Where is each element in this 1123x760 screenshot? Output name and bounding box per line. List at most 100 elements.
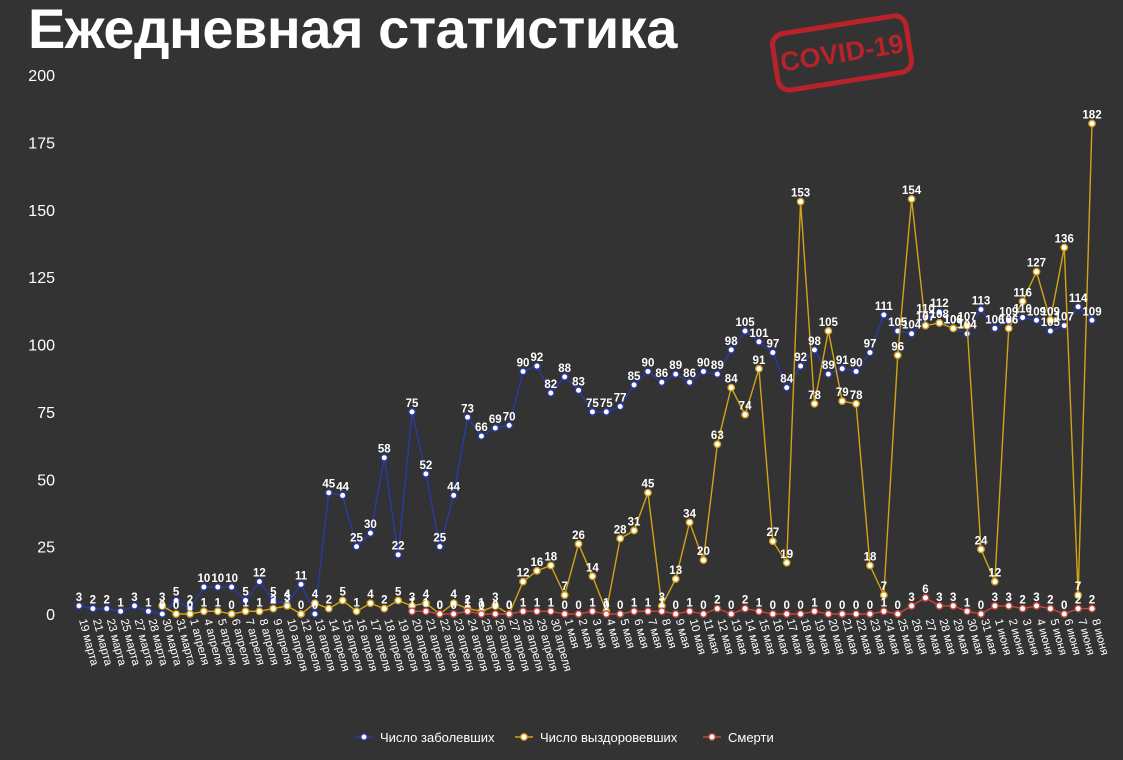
data-point	[1004, 324, 1013, 333]
data-point	[491, 424, 500, 432]
data-label: 3	[1033, 592, 1039, 604]
data-point	[644, 607, 652, 616]
data-label: 106	[944, 314, 963, 326]
data-point	[1032, 316, 1041, 325]
data-label: 10	[197, 573, 210, 585]
data-label: 2	[381, 595, 387, 607]
data-label: 111	[875, 301, 894, 313]
y-tick-label: 150	[28, 203, 55, 220]
data-label: 84	[725, 374, 738, 386]
data-point	[310, 599, 319, 608]
data-point	[713, 604, 722, 613]
data-label: 3	[936, 592, 942, 604]
data-label: 58	[378, 444, 391, 456]
data-label: 5	[395, 587, 402, 599]
data-point	[269, 604, 278, 613]
data-point	[546, 561, 555, 570]
series-1	[158, 119, 1096, 618]
data-label: 1	[353, 597, 360, 609]
data-point	[796, 197, 805, 206]
data-point	[602, 610, 611, 618]
data-point	[977, 610, 985, 618]
data-point	[630, 607, 638, 616]
data-point	[990, 577, 999, 586]
data-label: 109	[1041, 306, 1060, 318]
data-point	[172, 610, 181, 618]
data-label: 63	[711, 430, 724, 442]
data-label: 0	[173, 600, 179, 612]
data-point	[574, 540, 583, 548]
data-label: 1	[659, 597, 666, 609]
data-point	[88, 604, 97, 613]
data-point	[1074, 591, 1083, 600]
data-point	[1032, 602, 1041, 610]
data-point	[699, 556, 708, 564]
data-label: 1	[409, 597, 416, 609]
data-point	[1088, 604, 1096, 613]
data-label: 0	[437, 600, 443, 612]
data-point	[616, 402, 625, 411]
data-label: 1	[534, 597, 541, 609]
y-tick-label: 75	[37, 405, 55, 422]
data-point	[755, 337, 763, 346]
data-label: 5	[173, 587, 180, 599]
data-label: 106	[999, 314, 1018, 326]
data-label: 105	[819, 317, 839, 329]
data-point	[102, 604, 111, 613]
data-point	[866, 610, 874, 618]
data-point	[810, 399, 819, 408]
data-point	[782, 610, 791, 618]
data-label: 91	[753, 355, 766, 367]
data-point	[1060, 243, 1069, 252]
data-point	[949, 602, 958, 610]
data-label: 10	[211, 573, 224, 585]
data-label: 18	[864, 551, 877, 563]
data-label: 4	[367, 589, 374, 601]
data-point	[1018, 313, 1027, 322]
data-point	[824, 610, 833, 618]
data-point	[477, 610, 486, 618]
data-label: 1	[631, 597, 638, 609]
data-label: 69	[489, 414, 502, 426]
data-label: 0	[797, 600, 803, 612]
data-point	[782, 558, 791, 567]
data-point	[935, 308, 944, 317]
data-point	[213, 583, 222, 591]
series-0	[75, 302, 1096, 618]
data-label: 5	[270, 587, 277, 599]
data-point	[435, 542, 444, 551]
data-point	[699, 610, 708, 618]
data-label: 44	[447, 481, 460, 493]
data-point	[366, 599, 375, 608]
data-label: 3	[159, 592, 165, 604]
data-label: 104	[902, 320, 922, 332]
data-label: 1	[881, 597, 888, 609]
y-tick-label: 175	[28, 135, 55, 152]
data-label: 0	[867, 600, 873, 612]
data-label: 0	[784, 600, 790, 612]
data-label: 3	[992, 592, 998, 604]
data-point	[435, 610, 444, 618]
data-label: 1	[645, 597, 652, 609]
chart-title: Ежедневная статистика	[28, 0, 677, 60]
data-label: 2	[90, 595, 96, 607]
data-point	[852, 610, 860, 618]
data-label: 98	[725, 336, 738, 348]
data-label: 84	[780, 374, 793, 386]
data-label: 10	[225, 573, 238, 585]
data-label: 109	[1027, 306, 1046, 318]
data-point	[560, 591, 569, 600]
data-point	[644, 367, 652, 376]
data-point	[574, 610, 583, 618]
data-label: 2	[714, 595, 720, 607]
data-label: 136	[1055, 233, 1074, 245]
data-label: 105	[735, 317, 755, 329]
data-point	[671, 610, 680, 618]
legend-label: Число выздоровевших	[540, 730, 678, 745]
data-label: 89	[711, 360, 724, 372]
data-point	[560, 610, 569, 618]
data-label: 6	[922, 584, 928, 596]
data-point	[1074, 604, 1083, 613]
data-label: 1	[603, 597, 610, 609]
